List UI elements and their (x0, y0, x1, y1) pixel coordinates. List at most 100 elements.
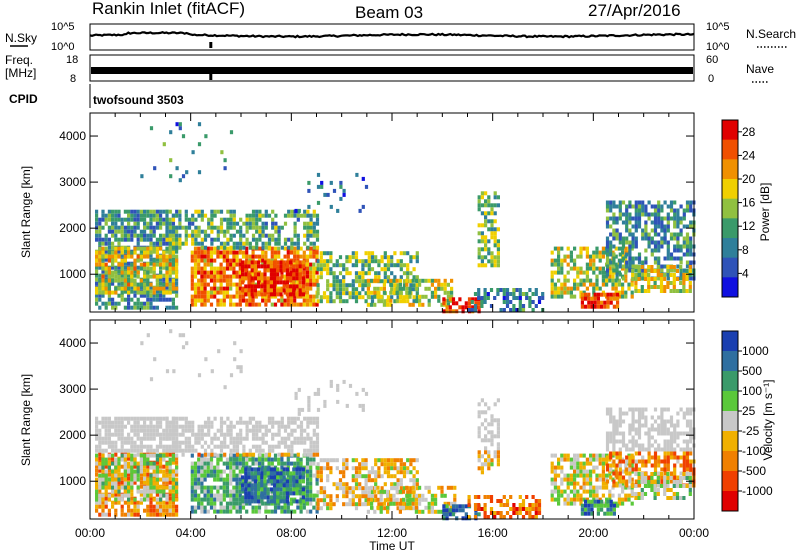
heatmap-cell (595, 286, 599, 291)
heatmap-cell (342, 263, 346, 268)
heatmap-cell (306, 448, 310, 453)
heatmap-cell (299, 302, 303, 307)
heatmap-cell (480, 223, 484, 228)
heatmap-cell (120, 428, 124, 433)
heatmap-cell (280, 457, 284, 462)
heatmap-cell (235, 262, 239, 267)
heatmap-cell (487, 211, 491, 216)
heatmap-cell (235, 489, 239, 494)
heatmap-cell (287, 448, 291, 453)
heatmap-cell (263, 272, 267, 277)
heatmap-cell (155, 420, 159, 425)
heatmap-cell (232, 245, 236, 250)
heatmap-cell (168, 266, 172, 271)
heatmap-cell (222, 489, 226, 494)
heatmap-cell (303, 452, 307, 457)
heatmap-cell (107, 493, 111, 498)
heatmap-cell (399, 251, 403, 256)
heatmap-cell (149, 237, 153, 242)
heatmap-cell (293, 241, 297, 246)
heatmap-cell (197, 485, 201, 490)
heatmap-cell (117, 461, 121, 466)
nsearch-label: N.Search (746, 27, 796, 41)
heatmap-cell (143, 229, 147, 234)
heatmap-cell (168, 436, 172, 441)
heatmap-cell (615, 264, 619, 269)
heatmap-cell (238, 465, 242, 470)
heatmap-cell (123, 469, 127, 474)
heatmap-cell (146, 436, 150, 441)
heatmap-cell (480, 203, 484, 208)
heatmap-cell (232, 213, 236, 218)
heatmap-cell (319, 486, 323, 491)
heatmap-cell (612, 292, 616, 297)
heatmap-cell (229, 428, 233, 433)
heatmap-cell (162, 221, 166, 226)
heatmap-cell (143, 237, 147, 242)
heatmap-cell (377, 490, 381, 495)
heatmap-cell (146, 444, 150, 449)
heatmap-cell (493, 203, 497, 208)
heatmap-cell (101, 217, 105, 222)
heatmap-cell (598, 258, 602, 263)
heatmap-cell (245, 428, 249, 433)
heatmap-cell (609, 204, 613, 209)
heatmap-cell (484, 235, 488, 240)
heatmap-cell (625, 268, 629, 273)
heatmap-cell (123, 297, 127, 302)
heatmap-cell (402, 251, 407, 256)
heatmap-cell (315, 481, 319, 486)
beam-label: Beam 03 (355, 3, 423, 22)
heatmap-cell (477, 255, 481, 260)
heatmap-cell (101, 262, 105, 267)
heatmap-cell (657, 260, 661, 265)
heatmap-cell (241, 290, 246, 295)
heatmap-cell (406, 263, 410, 268)
heatmap-cell (159, 469, 163, 474)
heatmap-cell (203, 298, 207, 303)
heatmap-cell (679, 289, 683, 293)
heatmap-cell (159, 457, 163, 462)
heatmap-cell (253, 272, 257, 277)
heatmap-cell (159, 241, 163, 246)
heatmap-cell (95, 213, 99, 218)
heatmap-cell (152, 217, 156, 222)
heatmap-cell (306, 229, 310, 234)
heatmap-cell (127, 221, 131, 226)
heatmap-cell (200, 298, 204, 303)
heatmap-cell (260, 272, 264, 277)
heatmap-cell (402, 486, 407, 491)
heatmap-cell (487, 203, 491, 208)
heatmap-cell (688, 265, 692, 269)
heatmap-cell (617, 294, 621, 299)
heatmap-cell (220, 150, 224, 155)
heatmap-cell (111, 424, 115, 429)
heatmap-cell (194, 225, 198, 230)
heatmap-cell (319, 251, 323, 256)
heatmap-cell (634, 216, 638, 221)
heatmap-cell (345, 494, 349, 499)
heatmap-cell (168, 217, 172, 222)
heatmap-cell (111, 209, 115, 214)
heatmap-cell (669, 273, 673, 277)
heatmap-cell (171, 217, 176, 222)
heatmap-cell (316, 470, 320, 475)
heatmap-cell (277, 428, 281, 433)
heatmap-cell (659, 289, 664, 293)
heatmap-cell (560, 270, 564, 275)
heatmap-cell (322, 494, 327, 499)
heatmap-cell (312, 233, 316, 238)
heatmap-cell (282, 487, 286, 492)
heatmap-cell (688, 281, 692, 285)
heatmap-cell (111, 233, 115, 238)
heatmap-cell (101, 481, 105, 486)
heatmap-cell (117, 301, 121, 306)
heatmap-cell (130, 453, 134, 458)
heatmap-cell (255, 217, 259, 222)
heatmap-cell (644, 256, 648, 261)
heatmap-cell (216, 266, 220, 271)
heatmap-cell (289, 491, 293, 496)
heatmap-cell (650, 269, 654, 273)
heatmap-cell (612, 260, 616, 265)
heatmap-cell (451, 301, 456, 306)
